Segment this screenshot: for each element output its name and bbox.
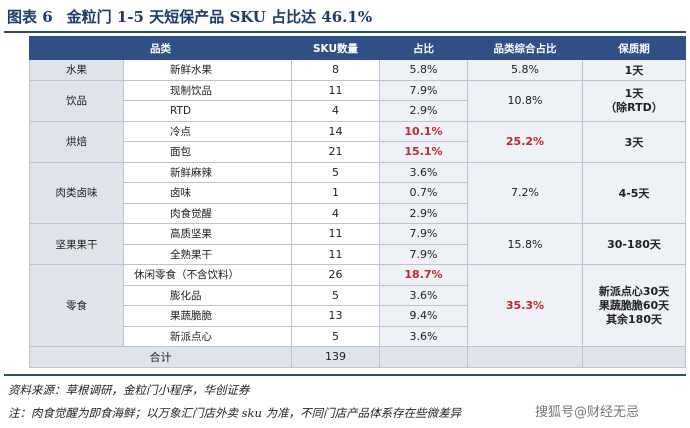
product-cell: 现制饮品 (123, 79, 292, 101)
total-empty (467, 346, 583, 368)
figure-title-text: 金粒门 1-5 天短保产品 SKU 占比达 46.1% (66, 8, 373, 26)
sku-count-cell: 5 (291, 161, 380, 183)
sku-count-cell: 8 (291, 59, 380, 81)
product-cell: RTD (123, 100, 292, 122)
share-cell: 7.9% (379, 223, 468, 245)
product-cell: 全熟果干 (123, 243, 292, 265)
shelf-life-cell: 4-5天 (582, 161, 686, 224)
product-cell: 冷点 (123, 120, 292, 142)
table-row: 肉食觉醒 4 2.9% (30, 202, 686, 224)
table-row: 肉类卤味 新鲜麻辣 5 3.6% 7.2% 4-5天 (29, 161, 686, 224)
table-header-row: 品类 SKU数量 占比 品类综合占比 保质期 (29, 36, 686, 60)
product-cell: 新鲜麻辣 (123, 161, 292, 183)
sku-count-cell: 1 (291, 182, 380, 204)
table-row: 坚果果干 高质坚果 11 7.9% 15.8% 30-180天 (29, 223, 686, 265)
header-shelf-life: 保质期 (582, 36, 686, 60)
share-cell: 5.8% (379, 59, 468, 81)
header-share: 占比 (379, 36, 468, 60)
category-cell: 零食 (29, 264, 124, 347)
category-cell: 肉类卤味 (29, 161, 124, 224)
table-row: 烘焙 冷点 14 10.1% 25.2% 3天 (29, 120, 686, 163)
total-sku-count: 139 (291, 346, 380, 368)
category-share-cell: 15.8% (467, 223, 583, 265)
shelf-life-cell: 新派点心30天 果蔬脆脆60天 其余180天 (582, 264, 686, 347)
table-row: 果蔬脆脆 13 9.4% (30, 305, 686, 327)
product-cell: 卤味 (123, 182, 292, 204)
share-cell: 15.1% (379, 141, 468, 163)
category-share-cell: 7.2% (467, 161, 583, 224)
product-cell: 新派点心 (123, 325, 292, 347)
category-cell: 水果 (29, 59, 124, 81)
share-cell: 3.6% (379, 161, 468, 183)
table-row: 零食 休闲零食（不含饮料） 26 18.7% 35.3% 新派点心30天 果蔬脆… (29, 264, 686, 347)
sku-count-cell: 11 (291, 223, 380, 245)
product-cell: 高质坚果 (123, 223, 292, 245)
shelf-life-cell: 3天 (582, 120, 686, 163)
category-share-cell: 10.8% (467, 79, 583, 122)
product-cell: 肉食觉醒 (123, 202, 292, 224)
header-category: 品类 (29, 36, 292, 60)
sku-count-cell: 21 (291, 141, 380, 163)
sku-count-cell: 4 (291, 100, 380, 122)
figure-number: 图表 6 (7, 8, 53, 26)
sku-count-cell: 13 (291, 305, 380, 327)
share-cell: 2.9% (379, 100, 468, 122)
table-row: 膨化品 5 3.6% (30, 284, 686, 306)
table-row: 新派点心 5 3.6% (30, 325, 686, 347)
product-cell: 新鲜水果 (123, 59, 292, 81)
sku-count-cell: 5 (291, 284, 380, 306)
total-empty (582, 346, 686, 368)
category-share-cell: 5.8% (467, 59, 583, 81)
table-row: RTD 4 2.9% (30, 100, 686, 122)
product-cell: 面包 (123, 141, 292, 163)
sku-count-cell: 4 (291, 202, 380, 224)
sku-count-cell: 11 (291, 243, 380, 265)
title-rule (4, 31, 686, 33)
sku-count-cell: 5 (291, 325, 380, 347)
total-empty (379, 346, 468, 368)
table-row: 卤味 1 0.7% (30, 182, 686, 204)
table-row: 饮品 现制饮品 11 7.9% 10.8% 1天 （除RTD） (29, 79, 686, 122)
total-row: 合计 139 (29, 346, 686, 368)
sku-count-cell: 11 (291, 79, 380, 101)
share-cell: 3.6% (379, 284, 468, 306)
shelf-life-cell: 1天 (582, 59, 686, 81)
table-row: 水果 新鲜水果 8 5.8% 5.8% 1天 (29, 59, 686, 81)
watermark: 搜狐号@财经无忌 (535, 405, 640, 420)
category-cell: 饮品 (29, 79, 124, 122)
sku-table: 品类 SKU数量 占比 品类综合占比 保质期 水果 新鲜水果 8 5.8% 5.… (29, 36, 686, 368)
figure-title: 图表 6 金粒门 1-5 天短保产品 SKU 占比达 46.1% (7, 4, 372, 30)
share-cell: 7.9% (379, 79, 468, 101)
header-category-share: 品类综合占比 (467, 36, 583, 60)
product-cell: 果蔬脆脆 (123, 305, 292, 327)
shelf-life-cell: 30-180天 (582, 223, 686, 265)
share-cell: 10.1% (379, 120, 468, 142)
total-label: 合计 (29, 346, 292, 368)
header-sku-count: SKU数量 (291, 36, 380, 60)
source-note: 资料来源：草根调研，金粒门小程序，华创证券 (8, 383, 250, 397)
shelf-life-cell: 1天 （除RTD） (582, 79, 686, 122)
share-cell: 2.9% (379, 202, 468, 224)
table-row: 全熟果干 11 7.9% (30, 243, 686, 265)
product-cell: 休闲零食（不含饮料） (123, 264, 292, 286)
category-cell: 烘焙 (29, 120, 124, 163)
bottom-rule (4, 374, 686, 376)
share-cell: 18.7% (379, 264, 468, 286)
share-cell: 7.9% (379, 243, 468, 265)
share-cell: 0.7% (379, 182, 468, 204)
product-cell: 膨化品 (123, 284, 292, 306)
category-share-cell: 35.3% (467, 264, 583, 347)
footnote: 注：肉食觉醒为即食海鲜；以万象汇门店外卖 sku 为准，不同门店产品体系存在些微… (8, 406, 462, 420)
sku-count-cell: 14 (291, 120, 380, 142)
table-row: 面包 21 15.1% (30, 141, 686, 163)
share-cell: 9.4% (379, 305, 468, 327)
category-share-cell: 25.2% (467, 120, 583, 163)
sku-count-cell: 26 (291, 264, 380, 286)
share-cell: 3.6% (379, 325, 468, 347)
category-cell: 坚果果干 (29, 223, 124, 265)
